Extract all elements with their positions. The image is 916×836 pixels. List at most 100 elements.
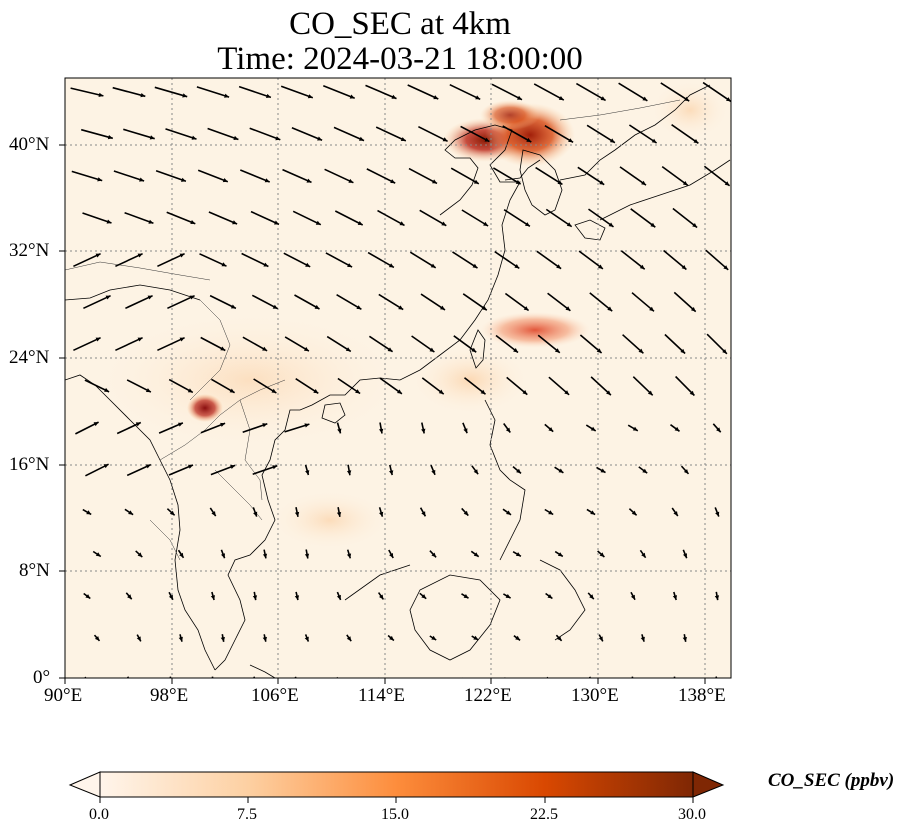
wind-arrow-head: [348, 178, 354, 183]
wind-arrow-head: [596, 348, 602, 353]
wind-arrow-head: [252, 595, 258, 601]
wind-arrow-head: [345, 347, 351, 352]
wind-arrow-head: [672, 595, 677, 600]
wind-arrow-head: [221, 262, 227, 267]
wind-arrow-head: [473, 635, 479, 640]
wind-arrow-head: [484, 137, 490, 142]
wind-arrow-shaft: [200, 336, 226, 352]
colorbar-tick-label: 15.0: [381, 806, 409, 823]
wind-arrow-shaft: [323, 85, 355, 99]
wind-arrow-head: [506, 510, 511, 515]
wind-arrow-shaft: [365, 84, 397, 100]
wind-arrow-head: [379, 511, 384, 517]
wind-arrow-shaft: [547, 292, 571, 312]
wind-arrow-head: [95, 337, 101, 342]
lat-tick-label: 16°N: [9, 454, 50, 475]
wind-arrow-head: [438, 389, 444, 395]
wind-arrow-head: [86, 510, 92, 515]
wind-arrow-shaft: [80, 128, 114, 140]
wind-arrow-head: [148, 219, 154, 224]
wind-arrow-head: [598, 264, 603, 269]
wind-arrow-head: [475, 95, 481, 100]
wind-arrow-head: [568, 138, 574, 143]
wind-arrow-head: [641, 180, 646, 186]
wind-arrow-shaft: [208, 211, 238, 225]
wind-arrow-head: [304, 636, 309, 642]
wind-arrow-shaft: [661, 165, 689, 187]
wind-arrow-head: [692, 223, 698, 228]
wind-arrow-head: [220, 346, 226, 351]
wind-arrow-head: [473, 552, 479, 557]
wind-arrow-head: [305, 262, 311, 267]
wind-arrow-head: [262, 636, 267, 642]
wind-arrow-head: [149, 135, 155, 140]
wind-arrow-head: [379, 594, 384, 600]
wind-arrow-head: [357, 221, 363, 225]
wind-arrow-head: [294, 595, 300, 601]
lon-tick-label: 106°E: [251, 685, 299, 706]
wind-arrow-shaft: [578, 250, 604, 270]
wind-arrow-head: [294, 511, 300, 517]
wind-arrow-shaft: [378, 293, 404, 311]
wind-arrow-head: [432, 179, 437, 184]
map-frame: [64, 77, 732, 679]
wind-arrow-head: [600, 468, 606, 473]
wind-vectors: [70, 81, 731, 684]
wind-arrow-shaft: [504, 292, 530, 312]
wind-arrow-head: [178, 422, 183, 427]
lon-tick-label: 98°E: [150, 685, 189, 706]
wind-arrow-head: [693, 139, 699, 144]
wind-arrow-head: [182, 93, 188, 98]
wind-arrow-shaft: [239, 169, 271, 183]
wind-arrow-shaft: [535, 166, 563, 186]
wind-arrow-head: [513, 348, 518, 353]
wind-arrow-head: [317, 136, 323, 141]
wind-arrow-head: [631, 679, 635, 684]
wind-arrow-shaft: [292, 210, 322, 226]
wind-arrow-head: [262, 423, 268, 428]
lat-tick-label: 40°N: [9, 134, 50, 155]
colorbar-tick-label: 22.5: [530, 806, 558, 823]
lon-tick-label: 114°E: [358, 685, 405, 706]
wind-arrow-head: [210, 595, 215, 600]
wind-arrow-shaft: [291, 127, 323, 141]
wind-arrow-head: [137, 253, 143, 258]
wind-arrow-head: [229, 388, 235, 393]
wind-arrow-shaft: [703, 165, 731, 187]
wind-arrow-head: [397, 389, 402, 394]
wind-arrow-shaft: [664, 333, 686, 355]
colorbar-tick-label: 30.0: [678, 806, 706, 823]
wind-arrow-head: [680, 348, 686, 354]
wind-arrow-shaft: [536, 250, 562, 270]
wind-arrow-head: [683, 469, 689, 474]
wind-arrow-shaft: [462, 677, 464, 678]
wind-arrow-shaft: [408, 167, 438, 185]
wind-arrow-head: [600, 96, 606, 101]
coastlines: [65, 84, 731, 678]
wind-arrow-shaft: [70, 87, 104, 97]
wind-arrow-head: [221, 553, 225, 559]
wind-arrow-head: [589, 594, 594, 600]
wind-arrow-shaft: [166, 211, 196, 225]
wind-arrow-head: [188, 464, 193, 469]
wind-arrow-shaft: [537, 334, 561, 354]
wind-arrow-head: [516, 468, 521, 474]
wind-arrow-shaft: [579, 334, 603, 354]
wind-arrow-head: [550, 677, 551, 678]
wind-arrow-head: [431, 552, 437, 558]
wind-arrow-head: [557, 180, 563, 185]
wind-arrow-shaft: [368, 335, 394, 353]
wind-arrow-head: [169, 510, 175, 516]
wind-arrow-head: [515, 552, 521, 557]
wind-arrow-head: [272, 304, 278, 309]
wind-arrow-head: [106, 219, 112, 224]
wind-arrow-shaft: [586, 124, 616, 144]
wind-arrow-head: [349, 94, 355, 99]
wind-arrow-head: [347, 470, 352, 476]
wind-arrow-shaft: [73, 336, 101, 352]
wind-arrow-head: [683, 553, 687, 559]
wind-arrow-head: [135, 422, 141, 427]
wind-arrow-head: [307, 94, 313, 99]
wind-arrow-head: [389, 635, 394, 641]
lon-tick-label: 130°E: [571, 685, 619, 706]
